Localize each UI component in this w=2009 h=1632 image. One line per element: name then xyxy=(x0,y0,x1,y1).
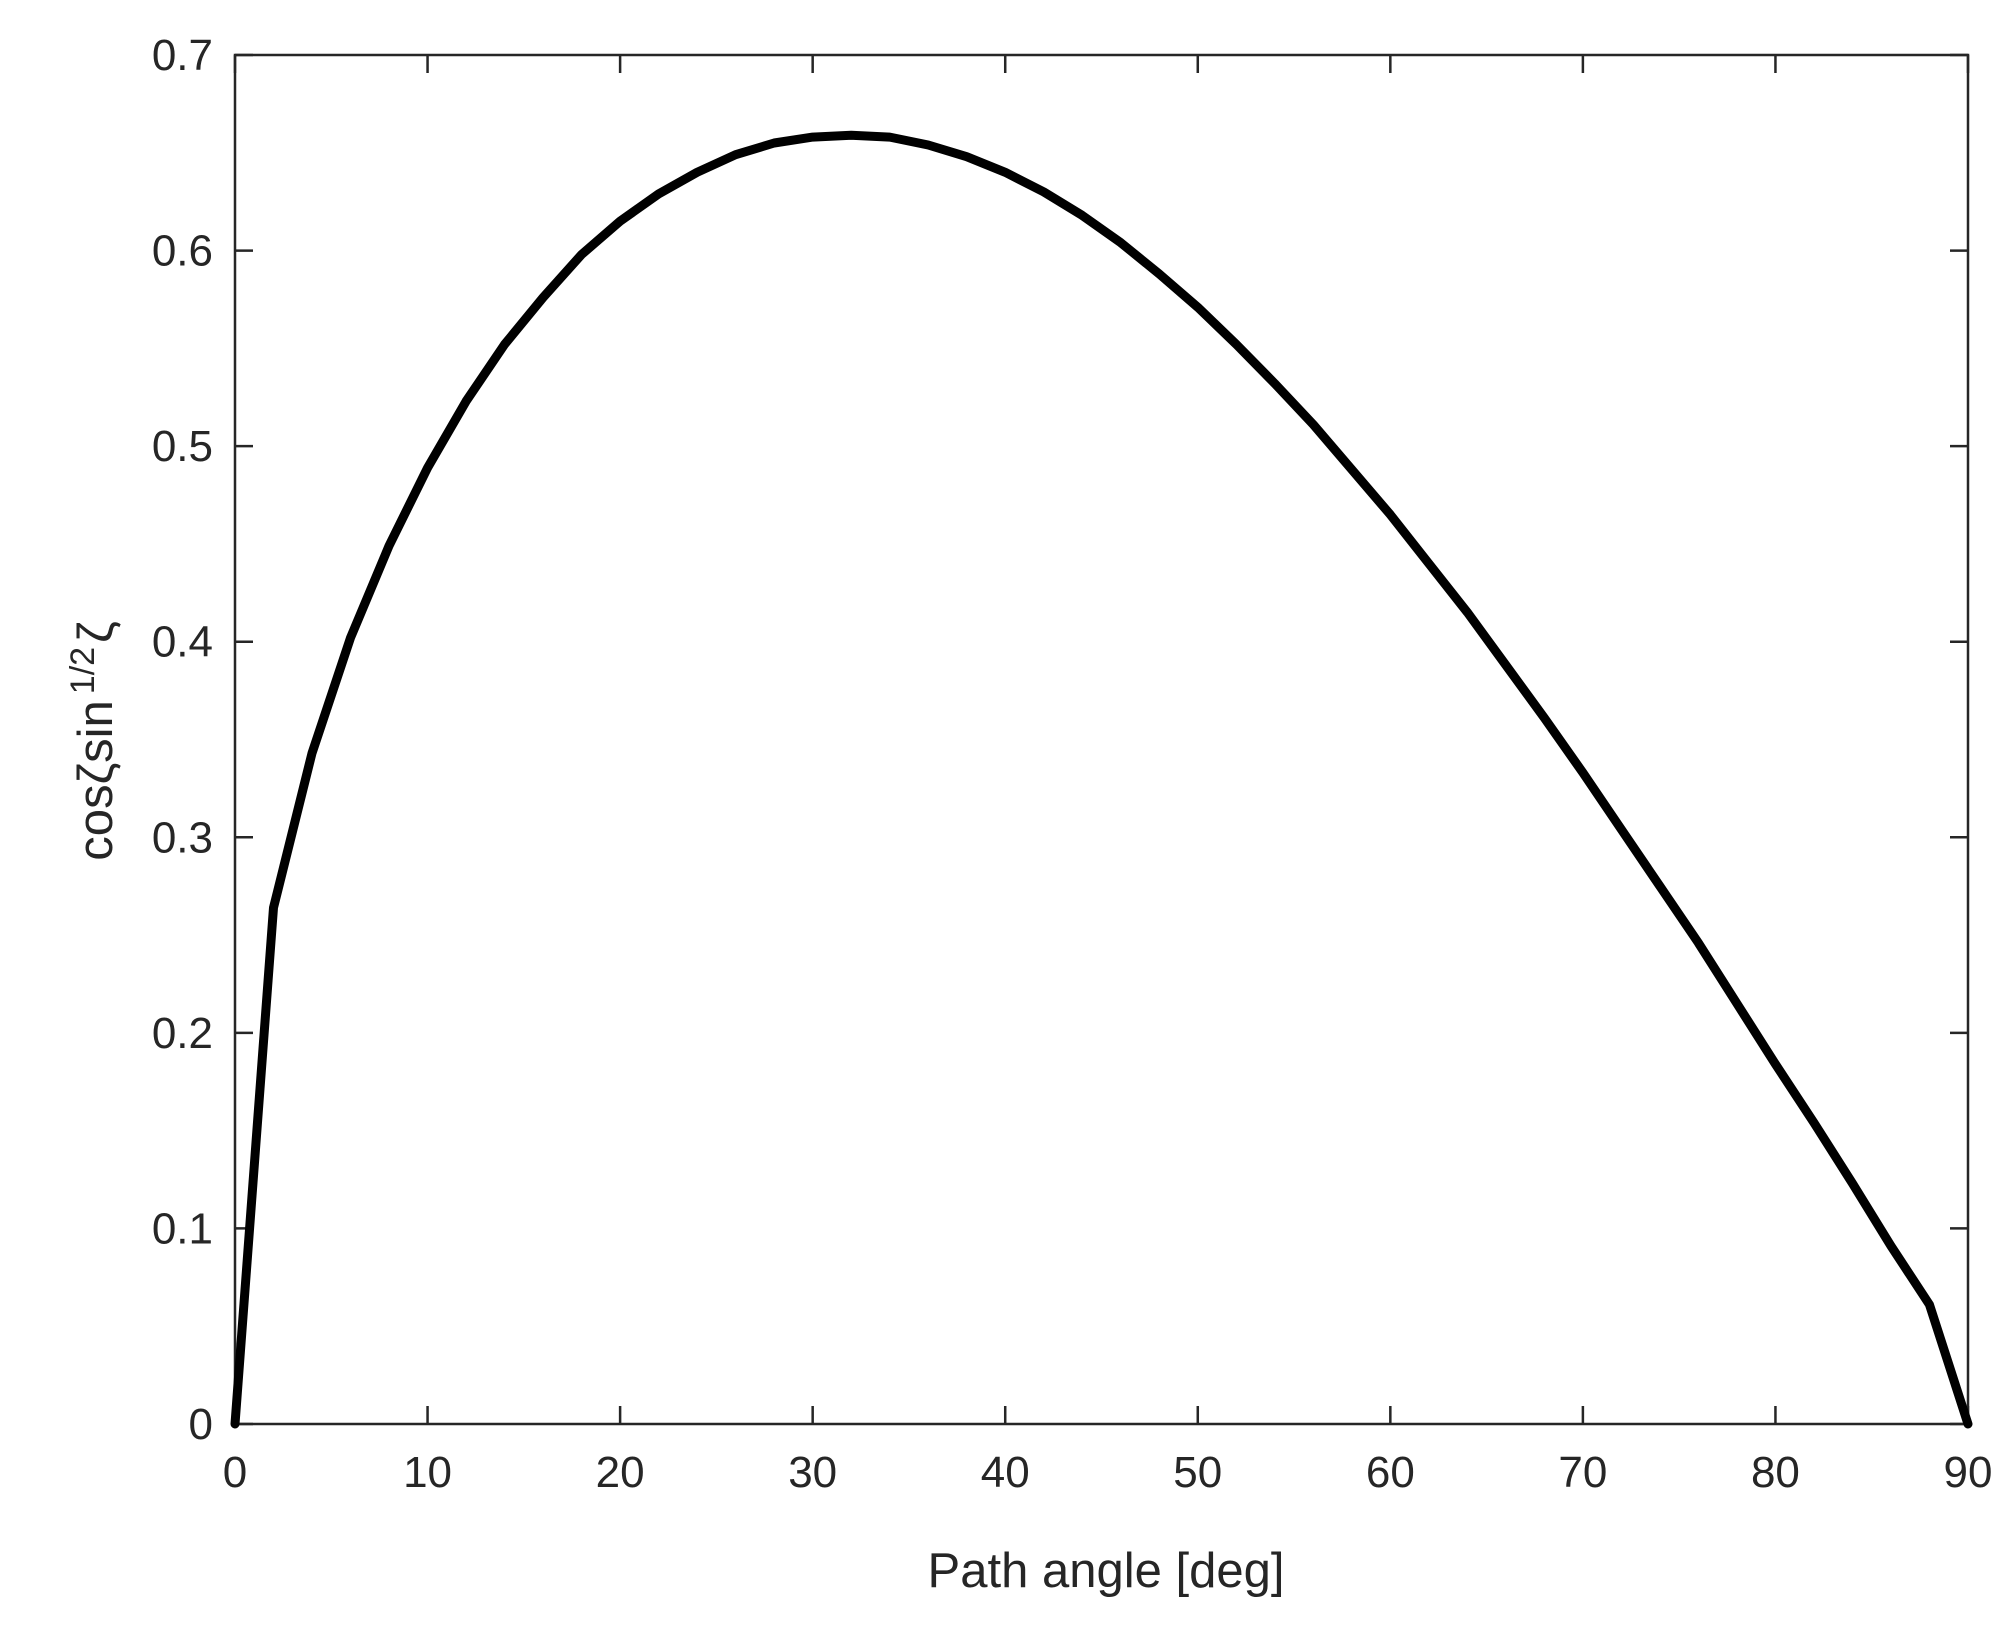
y-axis-label: cosζsin 1/2 ζ xyxy=(64,621,123,860)
series-layer xyxy=(230,130,1973,1429)
x-tick-label: 10 xyxy=(403,1448,452,1497)
y-tick-label: 0.1 xyxy=(152,1204,213,1253)
x-tick-label: 40 xyxy=(981,1448,1030,1497)
plot-area xyxy=(233,53,1970,1426)
y-tick-label: 0.5 xyxy=(152,422,213,471)
x-axis-label: Path angle [deg] xyxy=(928,1544,1285,1598)
x-tick-label: 30 xyxy=(788,1448,837,1497)
x-tick-label: 20 xyxy=(596,1448,645,1497)
y-tick-label: 0.2 xyxy=(152,1009,213,1058)
y-tick-label: 0.3 xyxy=(152,813,213,862)
y-axis-ticks: 0 0.1 0.2 0.3 0.4 0.5 0.6 0.7 xyxy=(152,31,1968,1449)
x-tick-label: 60 xyxy=(1366,1448,1415,1497)
x-axis-ticks: 0 10 20 30 40 50 60 70 80 90 xyxy=(223,55,1993,1497)
axes-box xyxy=(233,53,1970,1426)
x-tick-label: 90 xyxy=(1944,1448,1993,1497)
series-line-0 xyxy=(230,130,1973,1429)
x-tick-label: 80 xyxy=(1751,1448,1800,1497)
y-tick-label: 0.7 xyxy=(152,31,213,80)
y-axis-label-base: cosζsin xyxy=(69,700,123,861)
y-axis-label-superscript: 1/2 xyxy=(64,647,102,694)
y-axis-label-tail: ζ xyxy=(69,621,123,643)
y-tick-label: 0.6 xyxy=(152,227,213,276)
x-tick-label: 50 xyxy=(1173,1448,1222,1497)
x-tick-label: 70 xyxy=(1558,1448,1607,1497)
y-tick-label: 0 xyxy=(189,1400,213,1449)
y-tick-label: 0.4 xyxy=(152,618,213,667)
x-tick-label: 0 xyxy=(223,1448,247,1497)
